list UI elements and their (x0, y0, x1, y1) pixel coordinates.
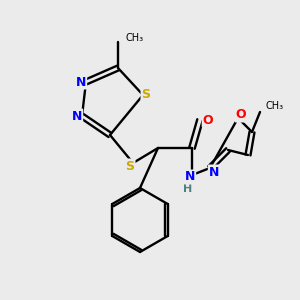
Text: N: N (185, 170, 195, 184)
Text: N: N (209, 166, 219, 178)
Text: H: H (183, 184, 193, 194)
Text: O: O (236, 109, 246, 122)
Text: CH₃: CH₃ (266, 101, 284, 111)
Text: O: O (203, 113, 213, 127)
Text: N: N (72, 110, 82, 122)
Text: CH₃: CH₃ (126, 33, 144, 43)
Text: N: N (76, 76, 86, 88)
Text: S: S (125, 160, 134, 172)
Text: S: S (142, 88, 151, 100)
